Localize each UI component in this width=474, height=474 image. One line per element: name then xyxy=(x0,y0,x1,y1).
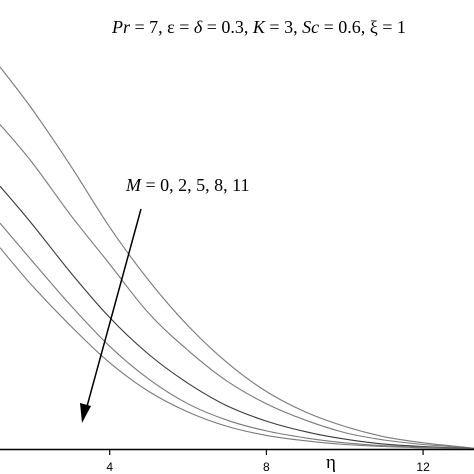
series-line-1 xyxy=(0,66,474,449)
parameters-label: Pr = 7, ε = δ = 0.3, K = 3, Sc = 0.6, ξ … xyxy=(111,17,406,37)
trend-arrow xyxy=(80,208,142,423)
x-ticks-group: 4 8 12 xyxy=(106,449,430,474)
x-tick-label-4: 4 xyxy=(106,460,113,474)
x-axis-label: η xyxy=(326,452,336,473)
x-tick-label-8: 8 xyxy=(263,460,270,474)
series-line-5 xyxy=(0,247,474,450)
trend-arrow-shaft xyxy=(85,208,142,411)
series-line-4 xyxy=(0,222,474,450)
x-tick-label-12: 12 xyxy=(416,460,430,474)
series-line-3 xyxy=(0,185,474,450)
series-line-2 xyxy=(0,124,474,450)
curves-group xyxy=(0,66,474,450)
trend-arrow-head xyxy=(80,403,91,423)
parameter-m-annotation: M = 0, 2, 5, 8, 11 xyxy=(125,175,249,195)
